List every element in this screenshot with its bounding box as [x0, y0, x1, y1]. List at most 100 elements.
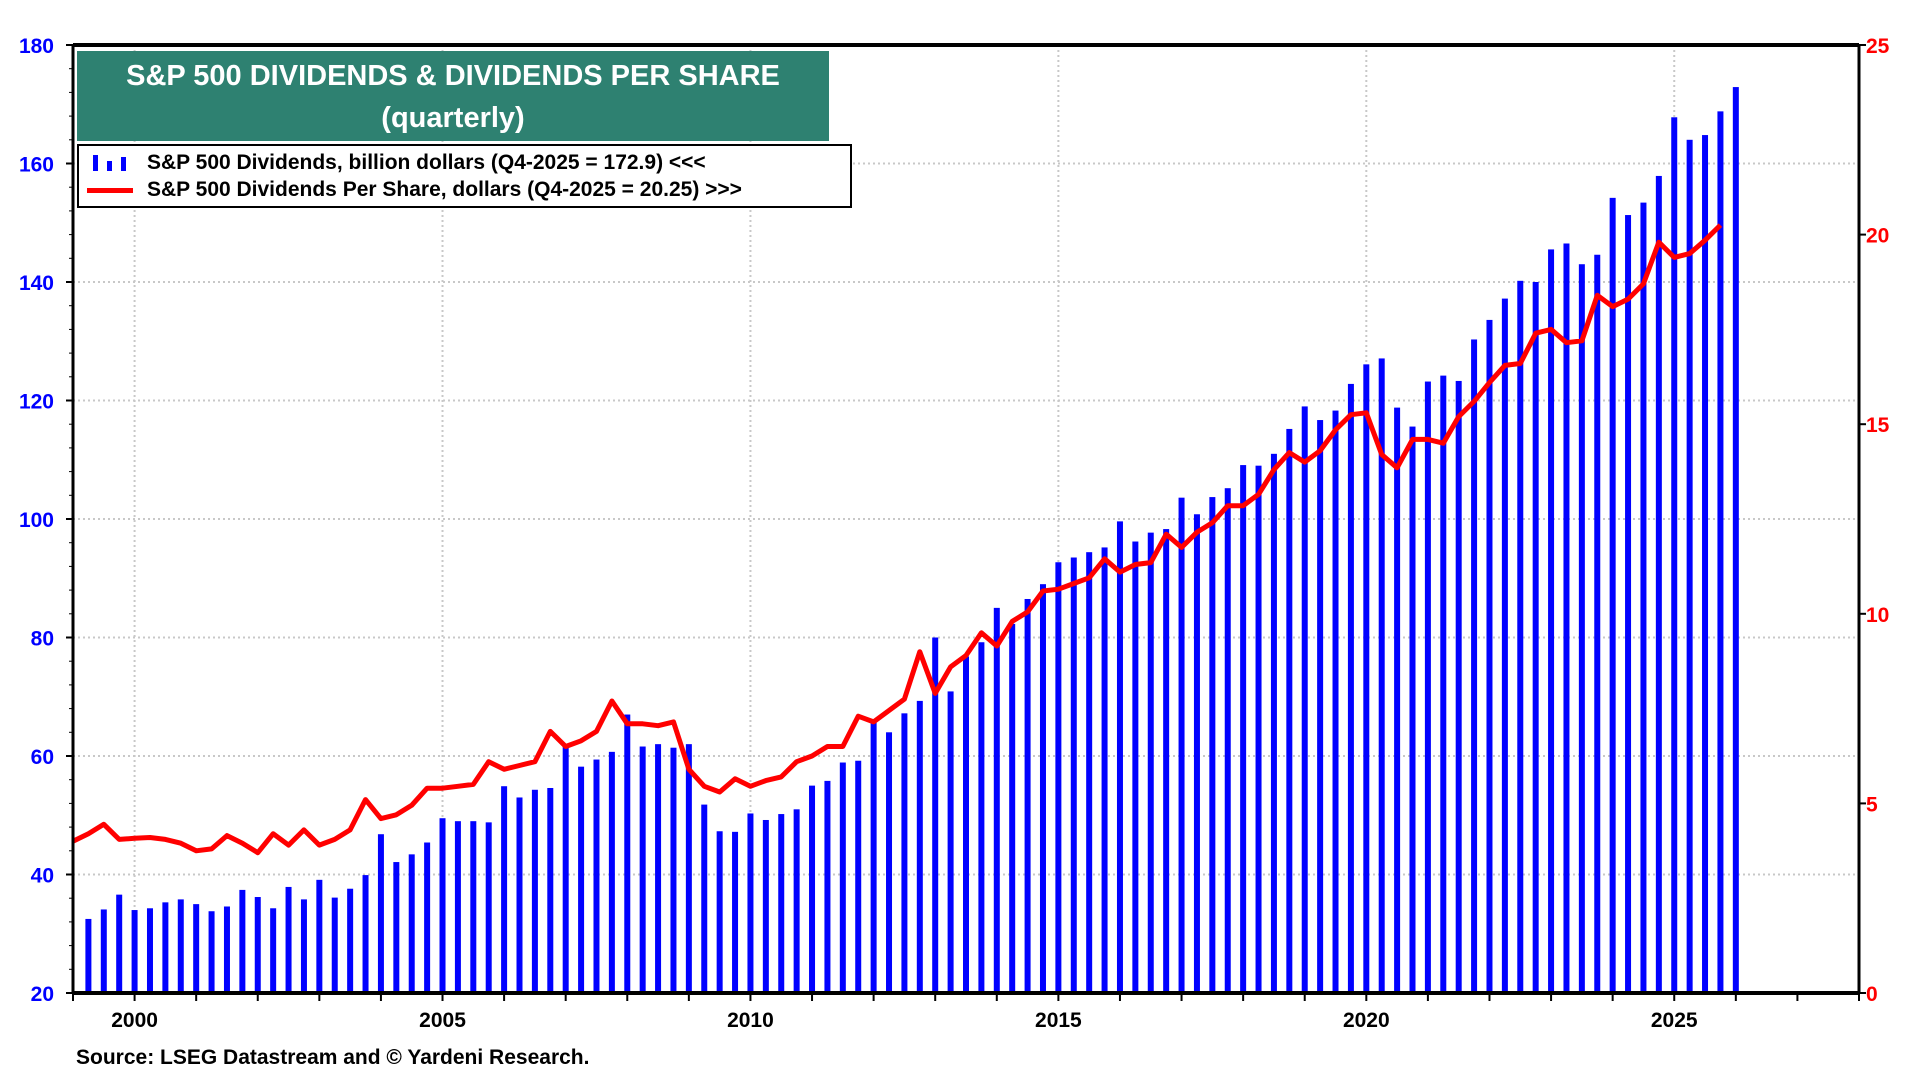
- dividend-bar: [1517, 280, 1524, 993]
- dividend-bar: [1070, 557, 1077, 993]
- dividends-bars: [85, 87, 1739, 994]
- dividend-bar: [1086, 552, 1093, 993]
- left-tick-label: 160: [19, 154, 54, 177]
- dividend-bar: [670, 747, 677, 993]
- dividend-bar: [393, 862, 400, 993]
- dividend-bar: [655, 744, 662, 993]
- dividend-bar: [1563, 243, 1570, 994]
- dividend-bar: [1717, 111, 1724, 994]
- dividend-bar: [1594, 254, 1601, 993]
- dps-line: [71, 223, 1723, 856]
- source-note: Source: LSEG Datastream and © Yardeni Re…: [76, 1046, 590, 1069]
- line-series-icon: [87, 187, 133, 193]
- dividend-bar: [1163, 529, 1170, 993]
- dividend-bar: [1255, 465, 1262, 993]
- dividend-bar: [1193, 514, 1200, 993]
- dividend-bar: [1178, 497, 1185, 993]
- dividend-bar: [516, 797, 523, 993]
- dividend-bar: [747, 813, 754, 993]
- dividend-bar: [578, 766, 585, 993]
- x-tick-label: 2020: [1343, 1009, 1390, 1032]
- dividend-bar: [870, 721, 877, 993]
- dividend-bar: [762, 819, 769, 993]
- dividend-bar: [947, 691, 954, 993]
- dividend-bar: [531, 789, 538, 993]
- dividend-bar: [1455, 380, 1462, 993]
- dividend-bar: [100, 909, 107, 993]
- dividend-bar: [732, 831, 739, 993]
- dividend-bar: [1055, 562, 1062, 993]
- left-tick-label: 180: [19, 35, 54, 58]
- dividend-bar: [1409, 426, 1416, 993]
- dividend-bar: [408, 854, 415, 993]
- dividend-bar: [377, 834, 384, 993]
- x-tick-label: 2005: [419, 1009, 466, 1032]
- dividend-bar: [839, 762, 846, 993]
- dividend-bar: [1471, 339, 1478, 993]
- dividend-bar: [993, 607, 1000, 993]
- x-tick-label: 2010: [727, 1009, 774, 1032]
- dividend-bar: [593, 759, 600, 993]
- dividend-bar: [1286, 428, 1293, 993]
- right-tick-label: 20: [1866, 225, 1889, 248]
- dividend-bar: [439, 818, 446, 993]
- dividend-bar: [778, 814, 785, 993]
- dividend-bar: [1116, 521, 1123, 993]
- dividend-bar: [1240, 465, 1247, 993]
- dividend-bar: [454, 821, 461, 993]
- dividend-bar: [1609, 197, 1616, 994]
- legend-item-dps: S&P 500 Dividends Per Share, dollars (Q4…: [87, 177, 742, 203]
- dividend-bar: [716, 831, 723, 993]
- dividend-bar: [1132, 541, 1139, 993]
- dividend-bar: [116, 894, 123, 993]
- dividend-bar: [1548, 249, 1555, 994]
- dividend-bar: [901, 713, 908, 993]
- dividend-bar: [285, 886, 292, 993]
- dividend-bar: [1101, 547, 1108, 993]
- dividend-bar: [547, 787, 554, 993]
- dividend-bar: [1655, 175, 1662, 993]
- legend-item-dividends: S&P 500 Dividends, billion dollars (Q4-2…: [87, 150, 706, 176]
- dividend-bar: [1501, 298, 1508, 994]
- dividend-bar: [424, 842, 431, 993]
- dividend-bar: [1024, 598, 1031, 993]
- dividend-bar: [1270, 453, 1277, 993]
- dividend-bar: [886, 732, 893, 993]
- dividend-bar: [1702, 135, 1709, 993]
- dividend-bar: [1147, 532, 1154, 993]
- left-tick-label: 140: [19, 272, 54, 295]
- x-tick-label: 2000: [111, 1009, 158, 1032]
- dividend-bar: [1332, 410, 1339, 993]
- dividend-bar: [193, 904, 200, 993]
- dividend-bar: [963, 656, 969, 993]
- dividend-bar: [1578, 264, 1585, 994]
- dividend-bar: [1347, 383, 1354, 993]
- legend: S&P 500 Dividends, billion dollars (Q4-2…: [77, 144, 852, 208]
- dividend-bar: [1394, 407, 1401, 993]
- dividend-bar: [1486, 319, 1493, 993]
- right-tick-label: 25: [1866, 35, 1890, 58]
- left-tick-label: 60: [31, 746, 54, 769]
- left-tick-label: 40: [31, 865, 54, 888]
- x-tick-label: 2015: [1035, 1009, 1082, 1032]
- dividend-bar: [793, 809, 800, 993]
- dividend-bar: [208, 911, 215, 993]
- dividend-bar: [685, 744, 692, 993]
- dividend-bar: [270, 908, 277, 993]
- dividend-bar: [624, 714, 631, 993]
- dividend-bar: [1686, 139, 1693, 994]
- dividend-bar: [223, 906, 230, 993]
- dividend-bar: [824, 780, 831, 993]
- dividend-bar: [916, 700, 923, 993]
- right-tick-label: 0: [1866, 983, 1878, 1006]
- legend-label: S&P 500 Dividends, billion dollars (Q4-2…: [147, 151, 706, 174]
- left-tick-label: 20: [31, 983, 54, 1006]
- x-tick-label: 2025: [1651, 1009, 1698, 1032]
- dividend-bar: [331, 897, 338, 993]
- dividend-bar: [855, 760, 862, 993]
- dividend-bar: [1209, 497, 1216, 993]
- dividend-bar: [1301, 406, 1308, 993]
- dividend-bar: [85, 918, 92, 993]
